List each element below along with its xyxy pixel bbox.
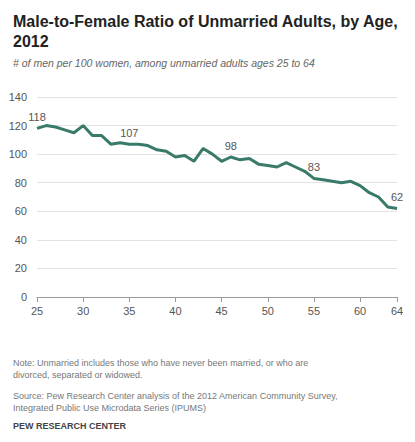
svg-text:# of men per 100 women, among: # of men per 100 women, among unmarried … (13, 57, 315, 69)
svg-text:45: 45 (215, 305, 227, 317)
svg-text:35: 35 (123, 305, 135, 317)
svg-text:40: 40 (15, 234, 27, 246)
svg-text:118: 118 (28, 111, 46, 123)
svg-text:PEW RESEARCH CENTER: PEW RESEARCH CENTER (13, 421, 127, 431)
svg-text:25: 25 (31, 305, 43, 317)
svg-text:20: 20 (15, 262, 27, 274)
svg-text:Male-to-Female Ratio of Unmarr: Male-to-Female Ratio of Unmarried Adults… (13, 13, 402, 30)
svg-text:50: 50 (262, 305, 274, 317)
svg-text:140: 140 (9, 91, 27, 103)
svg-text:62: 62 (391, 191, 403, 203)
svg-text:Integrated Public Use Microdat: Integrated Public Use Microdata Series (… (13, 403, 206, 413)
svg-text:64: 64 (391, 305, 403, 317)
svg-text:0: 0 (21, 291, 27, 303)
svg-text:83: 83 (308, 161, 320, 173)
svg-text:divorced, separated or widowed: divorced, separated or widowed. (13, 370, 143, 380)
svg-text:98: 98 (225, 140, 237, 152)
svg-text:80: 80 (15, 177, 27, 189)
svg-text:100: 100 (9, 148, 27, 160)
svg-text:60: 60 (15, 205, 27, 217)
svg-text:2012: 2012 (13, 33, 49, 50)
svg-text:Note: Unmarried includes those: Note: Unmarried includes those who have … (13, 358, 311, 368)
svg-text:Source: Pew Research Center an: Source: Pew Research Center analysis of … (13, 391, 340, 401)
svg-text:107: 107 (120, 127, 138, 139)
svg-text:40: 40 (169, 305, 181, 317)
svg-text:55: 55 (308, 305, 320, 317)
svg-text:30: 30 (77, 305, 89, 317)
svg-text:120: 120 (9, 120, 27, 132)
svg-text:60: 60 (354, 305, 366, 317)
